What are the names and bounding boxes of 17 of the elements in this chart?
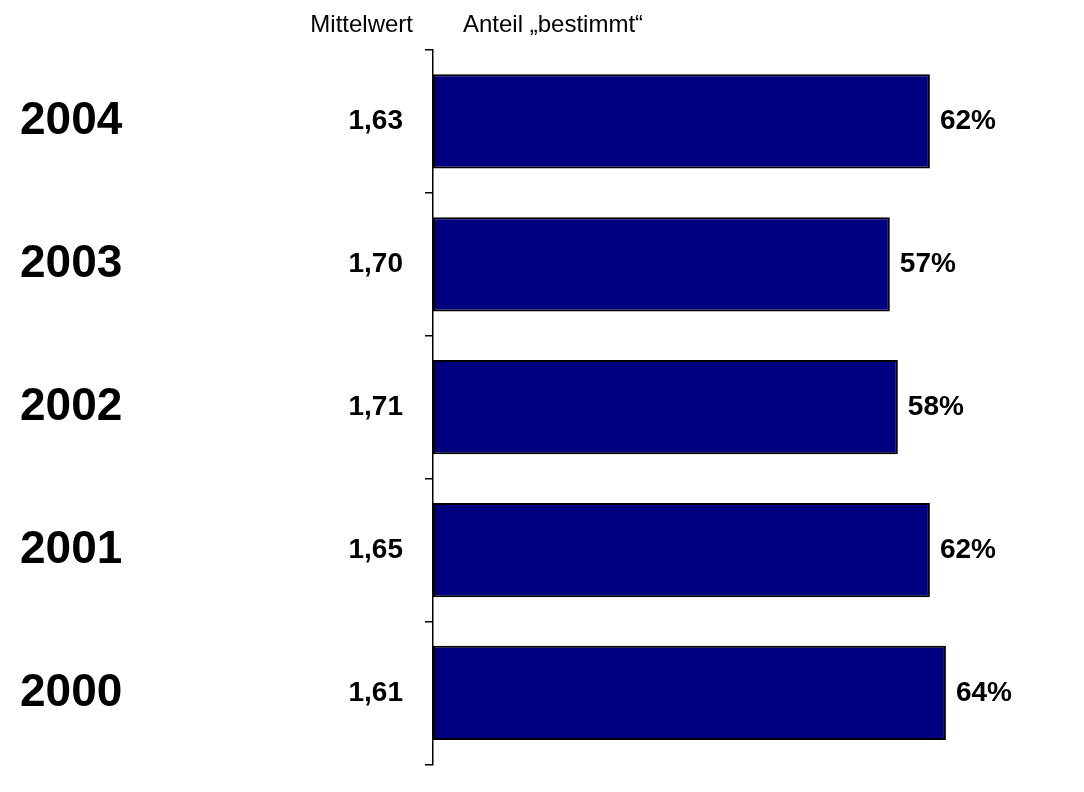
chart-title: Anteil „bestimmt“	[463, 9, 644, 37]
text: 1,71	[348, 389, 403, 421]
data-label: 64%	[955, 675, 1013, 707]
text: Mittelwert	[310, 9, 414, 37]
text: 1,61	[348, 675, 403, 707]
text: 1,63	[348, 104, 403, 136]
data-label: 62%	[939, 532, 997, 564]
text: 1,70	[348, 247, 403, 279]
y-tick-label: 2003	[20, 235, 123, 288]
data-label: 62%	[939, 104, 997, 136]
y-tick-label: 2002	[20, 377, 123, 430]
data-label: 57%	[899, 247, 956, 279]
y-tick-label: 2000	[20, 663, 123, 716]
y-tick-label: 2001	[20, 520, 123, 573]
text: 1,65	[348, 532, 403, 564]
y-tick-label: 2004	[20, 92, 123, 145]
data-label: 58%	[907, 389, 964, 421]
